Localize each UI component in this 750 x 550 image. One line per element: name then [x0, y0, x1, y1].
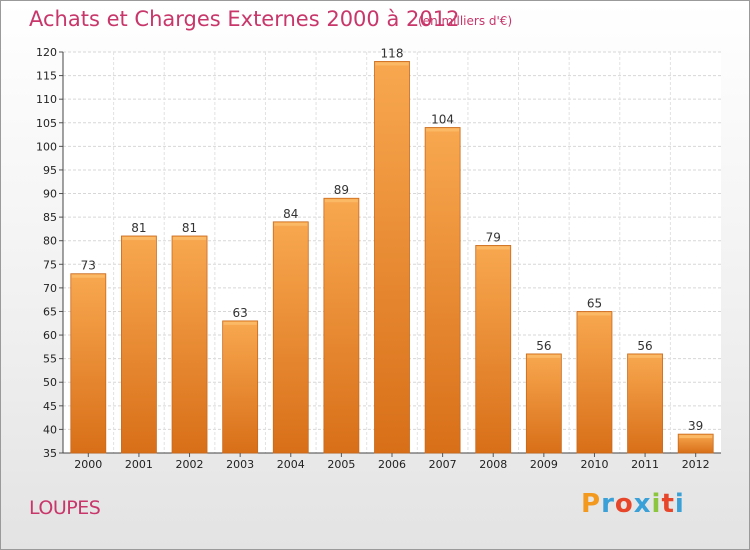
bar-2001	[121, 235, 157, 454]
data-label: 118	[381, 46, 404, 60]
bar-2008	[475, 245, 512, 454]
y-tick-label: 40	[43, 423, 57, 436]
data-label: 63	[233, 306, 248, 320]
y-tick-label: 120	[36, 46, 57, 59]
y-tick-label: 75	[43, 258, 57, 271]
bar-2010	[576, 311, 613, 454]
bar-highlight	[679, 435, 713, 439]
y-tick-label: 110	[36, 93, 57, 106]
data-label: 39	[688, 419, 703, 433]
data-label: 84	[283, 207, 298, 221]
logo-letter: P	[581, 489, 602, 519]
data-label: 65	[587, 296, 602, 310]
bar-highlight	[274, 222, 308, 226]
x-tick-label: 2007	[429, 458, 457, 471]
logo-letter: o	[614, 489, 634, 519]
bar-2005	[323, 197, 360, 454]
logo-letter: i	[651, 489, 662, 519]
y-tick-label: 100	[36, 140, 57, 153]
bar-highlight	[577, 312, 611, 316]
y-tick-label: 80	[43, 235, 57, 248]
x-tick-label: 2001	[125, 458, 153, 471]
y-tick-label: 90	[43, 188, 57, 201]
y-tick-label: 70	[43, 282, 57, 295]
chart-title: Achats et Charges Externes 2000 à 2012	[29, 7, 460, 31]
x-tick-label: 2008	[479, 458, 507, 471]
y-tick-label: 115	[36, 70, 57, 83]
bar-2009	[525, 353, 562, 454]
data-label: 104	[431, 112, 454, 126]
bar-highlight	[426, 128, 460, 132]
y-tick-label: 50	[43, 376, 57, 389]
bar-highlight	[476, 246, 510, 250]
data-label: 79	[486, 230, 501, 244]
x-tick-label: 2009	[530, 458, 558, 471]
bar-2004	[272, 221, 309, 454]
bar-2003	[222, 320, 259, 454]
bar-2006	[374, 61, 410, 454]
data-label: 56	[536, 339, 551, 353]
bar-2000	[70, 273, 107, 454]
bar-highlight	[173, 236, 207, 240]
y-tick-label: 85	[43, 211, 57, 224]
bar-highlight	[527, 354, 561, 358]
x-tick-label: 2005	[327, 458, 355, 471]
x-tick-label: 2011	[631, 458, 659, 471]
bar-highlight	[122, 236, 156, 240]
logo-letter: x	[633, 489, 652, 519]
x-tick-label: 2002	[176, 458, 204, 471]
y-tick-label: 105	[36, 117, 57, 130]
city-name: LOUPES	[29, 497, 101, 519]
y-tick-label: 95	[43, 164, 57, 177]
x-tick-label: 2003	[226, 458, 254, 471]
bar-2002	[171, 235, 208, 454]
bar-highlight	[71, 274, 105, 278]
data-label: 73	[81, 259, 96, 273]
y-tick-label: 35	[43, 447, 57, 460]
x-tick-label: 2000	[74, 458, 102, 471]
data-label: 81	[131, 221, 146, 235]
bar-2011	[627, 353, 663, 454]
bar-highlight	[375, 62, 409, 66]
x-tick-label: 2012	[682, 458, 710, 471]
y-tick-label: 55	[43, 353, 57, 366]
y-tick-label: 65	[43, 305, 57, 318]
logo-letter: r	[601, 489, 615, 519]
y-tick-label: 45	[43, 400, 57, 413]
x-tick-label: 2010	[580, 458, 608, 471]
x-tick-label: 2004	[277, 458, 305, 471]
y-tick-label: 60	[43, 329, 57, 342]
data-label: 81	[182, 221, 197, 235]
logo-letter: t	[661, 489, 675, 519]
logo-letter: i	[674, 489, 685, 519]
bar-highlight	[223, 321, 257, 325]
chart-unit: (en milliers d'€)	[418, 14, 513, 28]
x-tick-label: 2006	[378, 458, 406, 471]
bar-highlight	[628, 354, 662, 358]
proxiti-logo: Proxiti	[581, 489, 685, 519]
bar-highlight	[324, 199, 358, 203]
data-label: 56	[637, 339, 652, 353]
data-label: 89	[334, 183, 349, 197]
bar-2007	[424, 127, 461, 454]
